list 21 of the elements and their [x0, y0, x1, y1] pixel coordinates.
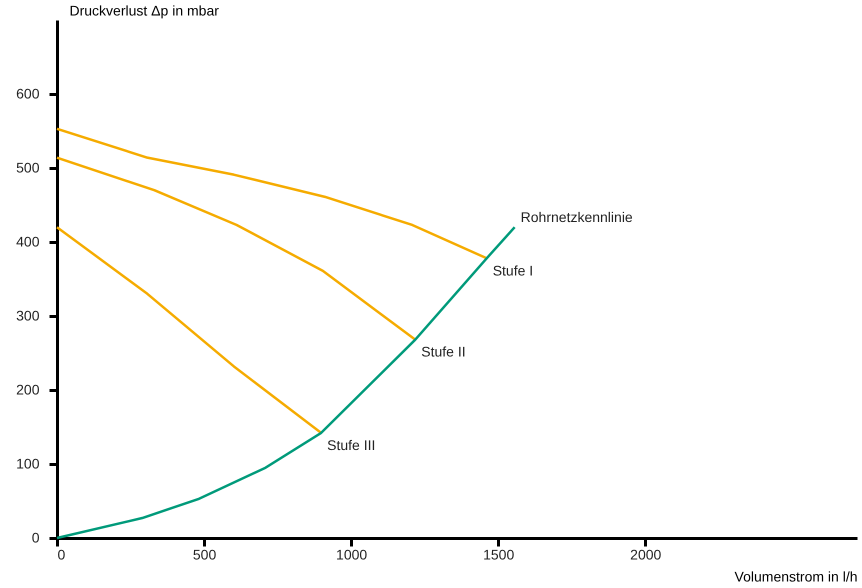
- y-tick-label: 400: [16, 234, 40, 250]
- x-tick-label: 2000: [630, 546, 662, 562]
- y-tick-label: 300: [16, 308, 40, 324]
- y-tick-label: 0: [32, 530, 40, 546]
- y-axis-title: Druckverlust Δp in mbar: [70, 2, 220, 18]
- x-tick-label: 500: [192, 546, 216, 562]
- x-tick-label: 1000: [336, 546, 368, 562]
- series-label: Rohrnetzkennlinie: [520, 209, 633, 226]
- x-axis-title: Volumenstrom in l/h: [734, 568, 858, 584]
- y-tick-label: 100: [16, 456, 40, 472]
- line-series: [56, 226, 322, 434]
- x-tick-label: 0: [58, 546, 66, 562]
- y-tick-label: 200: [16, 382, 40, 398]
- line-series: [56, 156, 416, 341]
- series-label: Stufe III: [327, 436, 376, 453]
- series-label: Stufe I: [492, 262, 534, 278]
- series-label: Stufe II: [421, 344, 466, 360]
- line-series: [56, 128, 488, 260]
- y-tick-label: 600: [16, 86, 40, 102]
- x-tick-label: 1500: [483, 546, 514, 562]
- y-tick-label: 500: [16, 160, 40, 176]
